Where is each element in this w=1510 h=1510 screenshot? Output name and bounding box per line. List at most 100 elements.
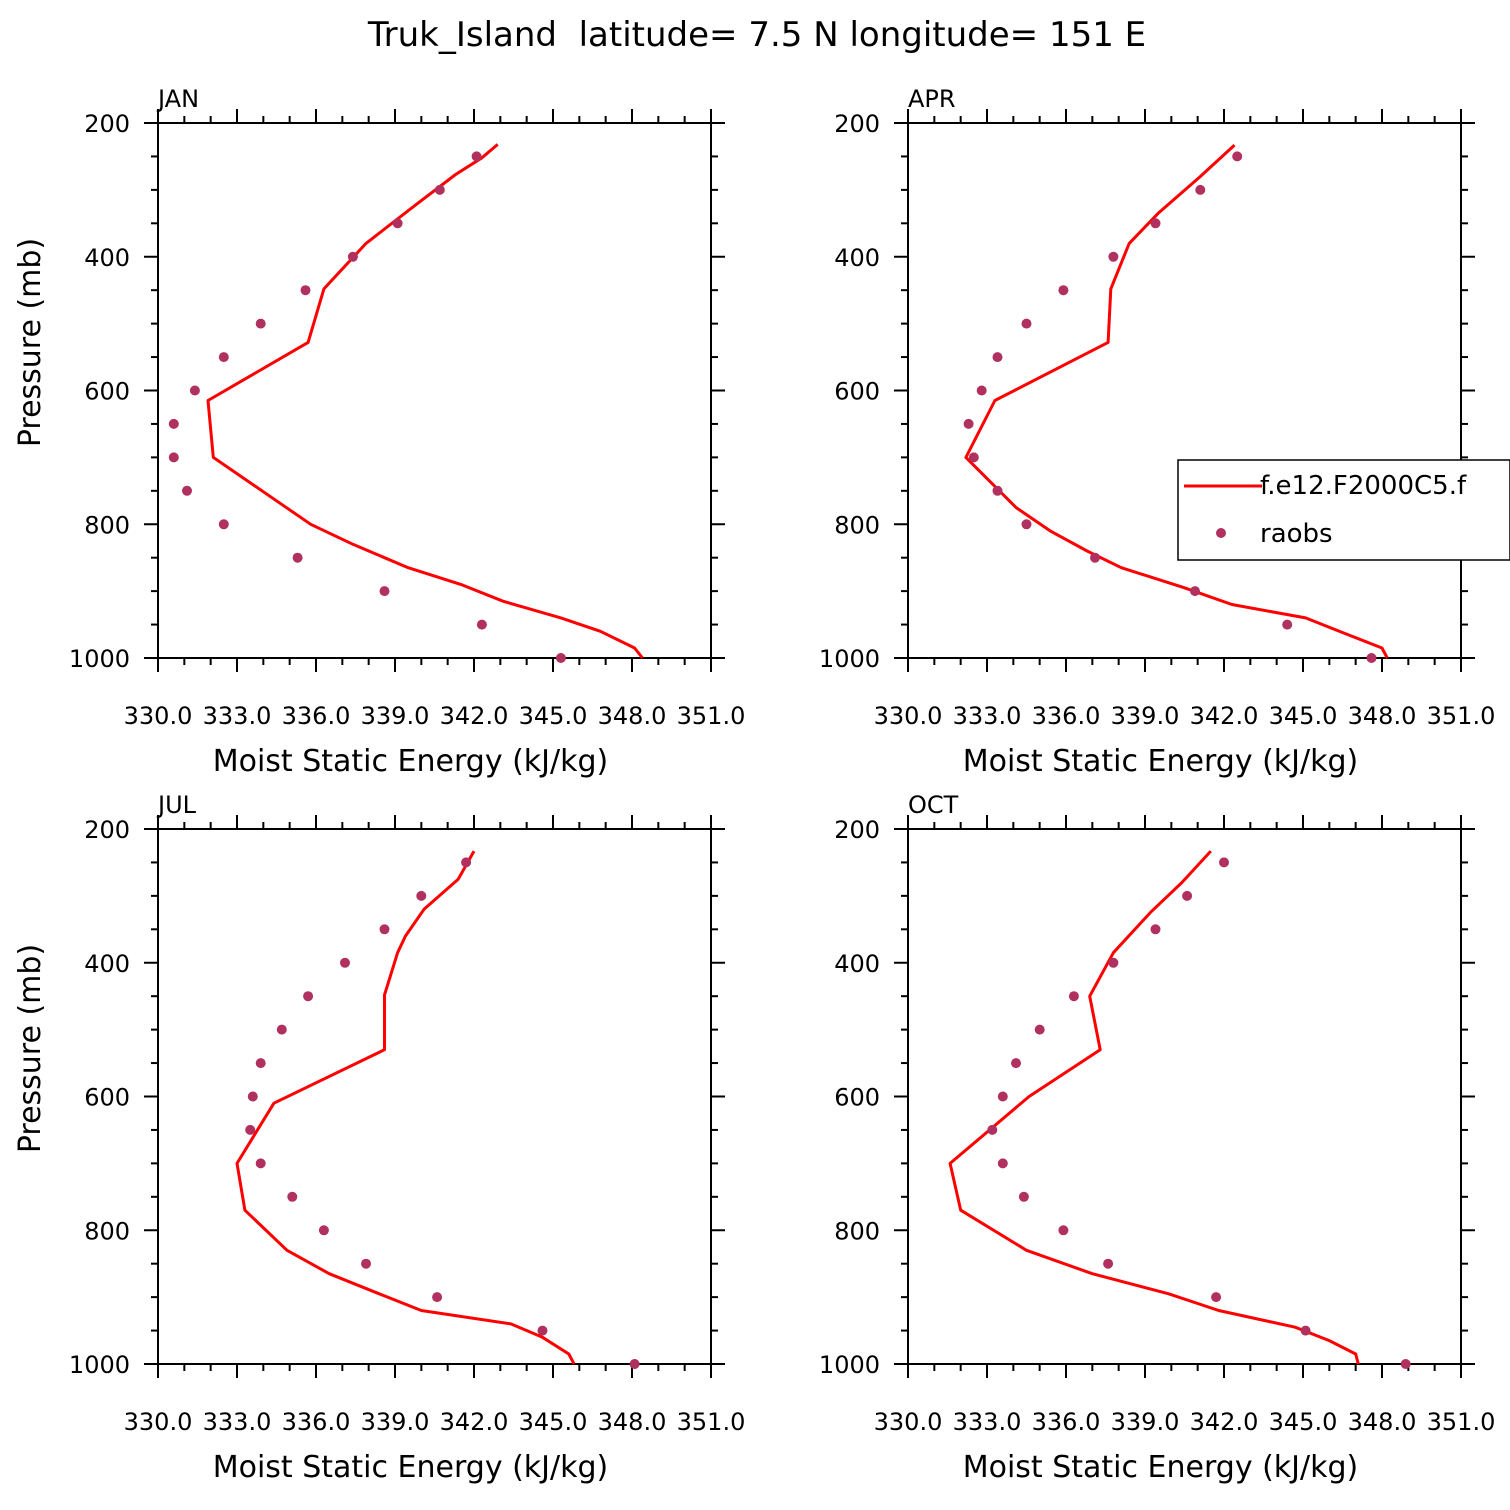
- x-axis-label-oct: Moist Static Energy (kJ/kg): [963, 1450, 1359, 1485]
- obs-point-jan: [168, 452, 179, 463]
- obs-point-jul: [255, 1158, 266, 1169]
- obs-point-oct: [1211, 1292, 1222, 1303]
- obs-point-jul: [340, 957, 350, 968]
- x-tick-label: 333.0: [203, 702, 272, 730]
- y-tick-label: 800: [834, 1217, 880, 1245]
- obs-point-jul: [245, 1124, 256, 1135]
- obs-point-jan: [476, 619, 487, 630]
- obs-point-jul: [287, 1191, 298, 1202]
- obs-point-oct: [1150, 924, 1161, 935]
- y-axis-label-jan: Pressure (mb): [13, 238, 48, 447]
- obs-point-apr: [1282, 619, 1293, 630]
- x-tick-label: 330.0: [874, 702, 943, 730]
- y-tick-label: 400: [84, 244, 130, 272]
- x-tick-label: 336.0: [282, 1408, 351, 1436]
- obs-point-apr: [1150, 218, 1161, 229]
- obs-point-oct: [997, 1158, 1008, 1169]
- x-tick-label: 351.0: [1427, 1408, 1496, 1436]
- obs-point-jan: [379, 586, 390, 597]
- y-tick-label: 800: [84, 511, 130, 539]
- x-tick-label: 351.0: [677, 702, 746, 730]
- x-tick-label: 339.0: [361, 1408, 430, 1436]
- x-tick-label: 339.0: [1111, 1408, 1180, 1436]
- y-tick-label: 200: [84, 110, 130, 138]
- obs-point-jan: [218, 352, 229, 363]
- obs-point-oct: [1018, 1191, 1029, 1202]
- x-tick-label: 345.0: [519, 702, 588, 730]
- obs-point-apr: [1021, 519, 1032, 530]
- obs-point-jan: [182, 485, 192, 496]
- obs-point-jan: [218, 519, 229, 530]
- y-tick-label: 600: [84, 1084, 130, 1112]
- obs-point-apr: [1232, 151, 1243, 162]
- panel-label-oct: OCT: [908, 791, 959, 819]
- obs-point-oct: [1108, 957, 1119, 968]
- obs-point-apr: [1108, 251, 1119, 262]
- y-tick-label: 800: [84, 1217, 130, 1245]
- obs-point-apr: [992, 352, 1003, 363]
- x-tick-label: 342.0: [440, 1408, 509, 1436]
- obs-point-oct: [1011, 1058, 1021, 1069]
- obs-point-jan: [347, 251, 358, 262]
- x-axis-label-apr: Moist Static Energy (kJ/kg): [963, 744, 1359, 779]
- obs-point-oct: [1058, 1225, 1069, 1236]
- panel-label-jan: JAN: [156, 85, 199, 113]
- obs-point-jan: [255, 318, 266, 329]
- panel-oct: OCT 330.0 333.0 336.0 339.0 342.0 345.0 348.0 35…: [819, 791, 1495, 1485]
- x-tick-label: 339.0: [1111, 702, 1180, 730]
- panel-label-apr: APR: [908, 85, 956, 113]
- legend: f.e12.F2000C5.f raobs: [1177, 459, 1510, 561]
- obs-point-oct: [1400, 1359, 1411, 1369]
- y-axis-label-jul: Pressure (mb): [13, 944, 48, 1153]
- obs-point-jan: [292, 552, 303, 563]
- obs-point-jul: [537, 1325, 548, 1336]
- y-tick-label: 200: [84, 816, 130, 844]
- x-tick-label: 339.0: [361, 702, 430, 730]
- x-axis-label-jan: Moist Static Energy (kJ/kg): [213, 744, 609, 779]
- y-tick-label: 600: [834, 1084, 880, 1112]
- model-line-jul: [235, 850, 576, 1365]
- obs-point-apr: [1190, 586, 1200, 597]
- panels: JAN 330.0 333.0 336.0 339.0 342.0 345.0 348.0 35…: [13, 85, 1495, 1485]
- y-tick-label: 400: [834, 950, 880, 978]
- obs-point-jul: [461, 857, 472, 868]
- obs-point-apr: [992, 485, 1003, 496]
- plot-frame-apr: [907, 122, 1462, 659]
- obs-point-jul: [432, 1292, 443, 1303]
- x-tick-label: 330.0: [124, 1408, 193, 1436]
- obs-point-apr: [963, 418, 974, 429]
- y-tick-label: 400: [834, 244, 880, 272]
- obs-point-oct: [1300, 1325, 1311, 1336]
- y-tick-label: 1000: [69, 645, 130, 673]
- legend-box: [1177, 459, 1510, 561]
- obs-point-apr: [1090, 552, 1100, 563]
- x-tick-label: 348.0: [598, 1408, 667, 1436]
- x-tick-label: 348.0: [598, 702, 667, 730]
- y-tick-label: 1000: [819, 645, 880, 673]
- x-axis-label-jul: Moist Static Energy (kJ/kg): [213, 1450, 609, 1485]
- obs-point-apr: [1195, 184, 1206, 195]
- obs-point-jul: [379, 924, 390, 935]
- obs-point-jul: [247, 1091, 258, 1102]
- x-tick-label: 348.0: [1348, 1408, 1417, 1436]
- panel-jul: JUL 330.0 333.0 336.0 339.0 342.0 345.0 348.0 35…: [13, 791, 745, 1485]
- obs-point-oct: [1034, 1024, 1045, 1035]
- obs-point-oct: [1219, 857, 1229, 868]
- obs-point-jan: [434, 184, 445, 195]
- obs-point-apr: [968, 452, 979, 463]
- y-tick-label: 600: [84, 378, 130, 406]
- obs-point-jul: [276, 1024, 287, 1035]
- obs-point-jul: [416, 890, 427, 901]
- legend-model-label: f.e12.F2000C5.f: [1260, 471, 1467, 501]
- y-tick-label: 400: [84, 950, 130, 978]
- obs-point-jan: [392, 218, 403, 229]
- figure-title: Truk_Island latitude= 7.5 N longitude= 1…: [367, 15, 1146, 55]
- x-tick-label: 333.0: [203, 1408, 272, 1436]
- obs-point-jul: [318, 1225, 329, 1236]
- x-tick-label: 336.0: [1032, 1408, 1101, 1436]
- obs-point-apr: [976, 385, 987, 396]
- x-tick-label: 345.0: [1269, 702, 1338, 730]
- obs-point-apr: [1058, 285, 1069, 296]
- obs-point-oct: [1103, 1258, 1114, 1269]
